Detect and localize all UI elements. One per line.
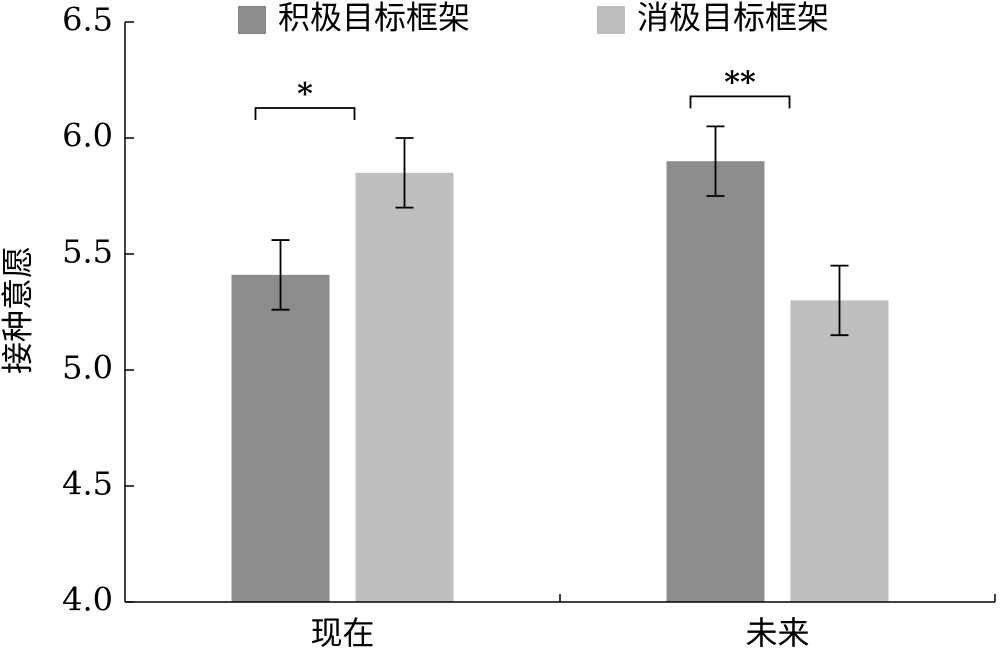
legend: 积极目标框架 消极目标框架 [238, 0, 829, 37]
error-bars [271, 125, 849, 337]
significance-label: * [297, 77, 313, 112]
bar [231, 274, 330, 602]
x-category-label: 未来 [745, 614, 809, 652]
y-tick-label: 5.5 [62, 233, 113, 271]
y-tick-label: 6.5 [62, 1, 113, 39]
bar [666, 161, 765, 602]
significance-markers: * ** [254, 65, 791, 120]
significance-bracket [689, 95, 791, 109]
legend-swatch [238, 6, 266, 34]
y-tick-label: 4.0 [62, 581, 113, 619]
bars [231, 161, 889, 603]
significance-bracket [254, 107, 356, 120]
x-category-label: 现在 [310, 614, 374, 652]
y-tick-label: 5.0 [62, 349, 113, 387]
y-tick-label: 4.5 [62, 465, 113, 503]
axes: 4.0 4.5 5.0 5.5 6.0 6.5 现在 未来 [62, 1, 996, 652]
y-axis-label: 接种意愿 [0, 246, 37, 374]
legend-swatch [597, 6, 625, 34]
y-tick-label: 6.0 [62, 117, 113, 155]
bar [355, 172, 454, 603]
legend-label: 消极目标框架 [637, 0, 829, 37]
significance-label: ** [724, 65, 756, 100]
legend-label: 积极目标框架 [278, 0, 470, 37]
bar [790, 300, 889, 602]
